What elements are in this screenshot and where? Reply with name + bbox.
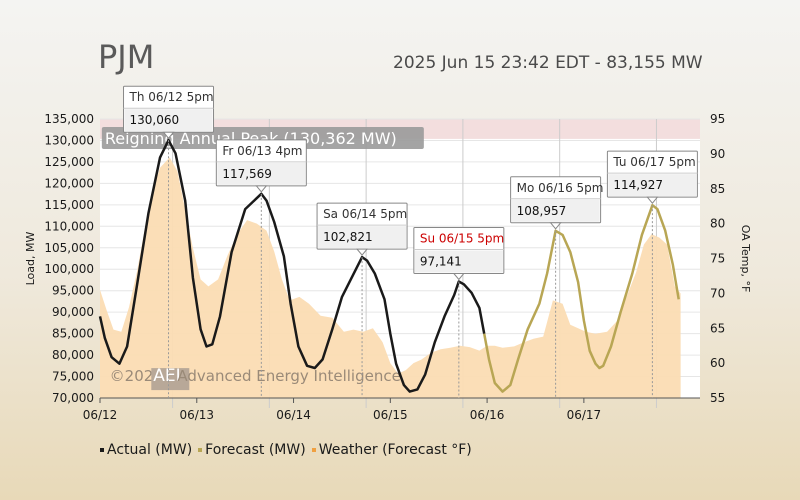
actual-line [98, 138, 486, 393]
peak-label: Reigning Annual Peak (130,362 MW) [105, 129, 397, 148]
page-title: PJM [98, 38, 155, 76]
annotation-value-bg [217, 162, 306, 185]
y-tick-label: 85,000 [52, 327, 94, 341]
y-tick-label: 115,000 [44, 198, 94, 212]
x-tick-label: 06/16 [470, 408, 505, 422]
y-tick-label: 105,000 [44, 241, 94, 255]
annotation-day: Mo 06/16 5pm [517, 181, 604, 195]
legend-swatch-actual [100, 448, 104, 452]
y-tick-label: 100,000 [44, 262, 94, 276]
y2-tick-label: 65 [710, 321, 725, 335]
watermark-name: Advanced Energy Intelligence [177, 367, 400, 385]
y2-tick-label: 75 [710, 252, 725, 266]
watermark-copyright: ©2025 [110, 367, 163, 385]
legend-label-weather: Weather (Forecast °F) [318, 442, 472, 458]
legend-label-forecast: Forecast (MW) [205, 442, 306, 458]
legend-swatch-weather [311, 448, 316, 452]
y2-tick-label: 85 [710, 182, 725, 196]
watermark-logo: AEI [153, 366, 180, 386]
y2-tick-label: 55 [710, 391, 725, 405]
forecast-line [482, 203, 680, 393]
legend-item-forecast[interactable]: Forecast (MW) [198, 442, 306, 458]
x-tick-label: 06/13 [179, 408, 214, 422]
annotation-day: Sa 06/14 5pm [323, 207, 407, 221]
annotation-day: Su 06/15 5pm [420, 232, 504, 246]
annotation-day: Fr 06/13 4pm [222, 144, 302, 158]
y-tick-label: 90,000 [52, 305, 94, 319]
status-readout: 2025 Jun 15 23:42 EDT - 83,155 MW [393, 53, 703, 73]
annotation-value-bg [608, 174, 697, 197]
watermark-logo-bg [151, 368, 190, 391]
y2-tick-label: 70 [710, 286, 725, 300]
y-tick-label: 130,000 [44, 133, 94, 147]
annotation-value-bg [414, 250, 503, 273]
y-tick-label: 135,000 [44, 112, 94, 126]
legend-swatch-forecast [198, 448, 203, 452]
y2-tick-label: 60 [710, 356, 725, 370]
annotation-value: 130,060 [130, 113, 180, 127]
y-tick-label: 95,000 [52, 284, 94, 298]
y2-tick-label: 80 [710, 217, 725, 231]
annotation-pointer [355, 248, 369, 256]
annotation-pointer [255, 185, 268, 193]
annotation-day: Th 06/12 5pm [129, 90, 214, 104]
weather-area [100, 157, 681, 398]
x-tick-label: 06/12 [83, 408, 118, 422]
y2-axis-label: OA Temp, °F [739, 225, 752, 293]
annotation-value-bg [318, 226, 407, 249]
annotation-value: 97,141 [420, 255, 462, 269]
legend-label-actual: Actual (MW) [107, 442, 193, 458]
annotation-day: Tu 06/17 5pm [612, 155, 695, 169]
y-tick-label: 70,000 [52, 391, 94, 405]
annotation-value: 114,927 [613, 178, 663, 192]
annotation-value: 102,821 [323, 230, 373, 244]
annotation-pointer [452, 273, 465, 281]
annotation-value-bg [511, 199, 600, 222]
y-axis-label: Load, MW [24, 232, 37, 286]
annotation-pointer [646, 196, 659, 204]
y-tick-label: 75,000 [52, 370, 94, 384]
x-tick-label: 06/17 [567, 408, 602, 422]
x-tick-label: 06/14 [276, 408, 311, 422]
legend-item-weather[interactable]: Weather (Forecast °F) [311, 442, 472, 458]
y-tick-label: 125,000 [44, 155, 94, 169]
chart-legend: Actual (MW) Forecast (MW) Weather (Forec… [100, 442, 472, 458]
y-tick-label: 80,000 [52, 348, 94, 362]
x-tick-label: 06/15 [373, 408, 408, 422]
annotation-pointer [162, 131, 175, 139]
y2-tick-label: 95 [710, 112, 725, 126]
y2-tick-label: 90 [710, 147, 725, 161]
annotation-value: 117,569 [222, 167, 272, 181]
legend-item-actual[interactable]: Actual (MW) [100, 442, 192, 458]
y-tick-label: 120,000 [44, 176, 94, 190]
annotation-value-bg [124, 109, 213, 132]
annotation-value: 108,957 [517, 204, 567, 218]
annotation-pointer [549, 222, 562, 230]
y-tick-label: 110,000 [44, 219, 94, 233]
